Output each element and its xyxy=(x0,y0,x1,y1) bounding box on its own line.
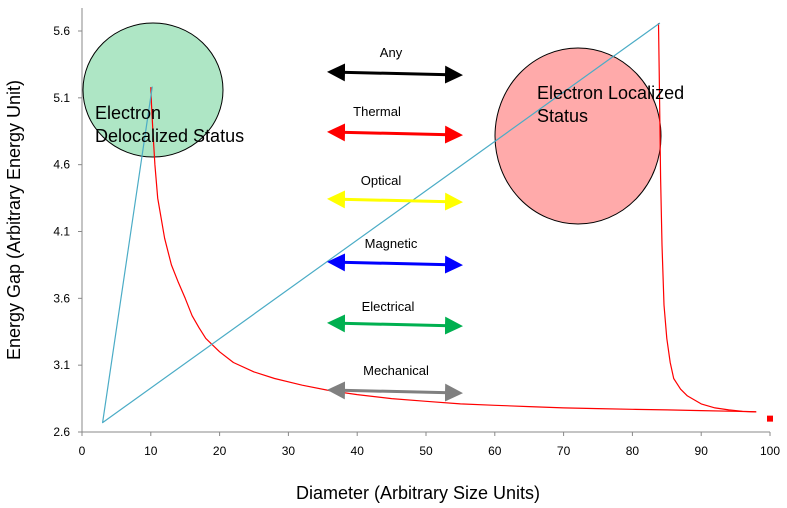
arrow-optical xyxy=(327,190,463,211)
arrow-label-any: Any xyxy=(380,45,403,60)
series-line-1 xyxy=(657,22,757,413)
series-line-0 xyxy=(150,87,757,413)
arrow-label-thermal: Thermal xyxy=(353,104,401,119)
x-tick-label: 100 xyxy=(760,444,780,458)
x-tick-label: 10 xyxy=(144,444,158,458)
circle-labels: Electron Delocalized Status Electron Loc… xyxy=(95,83,684,146)
x-tick-label: 40 xyxy=(351,444,365,458)
y-tick-label: 2.6 xyxy=(53,425,70,439)
y-tick-label: 3.1 xyxy=(53,358,70,372)
x-tick-label: 50 xyxy=(419,444,433,458)
y-axis-label: Energy Gap (Arbitrary Energy Unit) xyxy=(4,80,24,360)
series-line-2 xyxy=(101,22,661,424)
x-axis-label: Diameter (Arbitrary Size Units) xyxy=(296,483,540,503)
status-circles xyxy=(82,22,662,225)
delocalized-status-circle xyxy=(82,22,224,158)
arrow-electrical xyxy=(327,314,463,335)
arrow-label-optical: Optical xyxy=(361,173,402,188)
x-axis-ticks: 0 10 20 30 40 50 60 70 80 90 100 xyxy=(79,432,780,458)
localized-status-circle xyxy=(494,47,662,225)
delocalized-label-line-2: Delocalized Status xyxy=(95,126,244,146)
y-tick-label: 5.1 xyxy=(53,91,70,105)
y-tick-label: 5.6 xyxy=(53,24,70,38)
property-arrows: Any Thermal Optical Magnetic Electrical … xyxy=(327,45,463,402)
data-point-marker xyxy=(767,415,773,422)
x-tick-label: 90 xyxy=(695,444,709,458)
arrow-label-mechanical: Mechanical xyxy=(363,363,429,378)
delocalized-label-line-1: Electron xyxy=(95,103,161,123)
x-tick-label: 0 xyxy=(79,444,86,458)
y-axis-ticks: 2.6 3.1 3.6 4.1 4.6 5.1 5.6 xyxy=(53,24,82,439)
y-tick-label: 4.1 xyxy=(53,225,70,239)
arrow-mechanical xyxy=(327,381,463,402)
arrow-label-magnetic: Magnetic xyxy=(365,236,418,251)
arrow-thermal xyxy=(327,123,463,144)
y-tick-label: 4.6 xyxy=(53,158,70,172)
data-series xyxy=(101,22,773,424)
x-tick-label: 80 xyxy=(626,444,640,458)
y-tick-label: 3.6 xyxy=(53,291,70,305)
x-tick-label: 60 xyxy=(488,444,502,458)
x-tick-label: 30 xyxy=(282,444,296,458)
arrow-magnetic xyxy=(327,253,463,274)
arrow-label-electrical: Electrical xyxy=(362,299,415,314)
x-tick-label: 70 xyxy=(557,444,571,458)
arrow-any xyxy=(327,63,463,84)
localized-label-line-2: Status xyxy=(537,106,588,126)
localized-label-line-1: Electron Localized xyxy=(537,83,684,103)
x-tick-label: 20 xyxy=(213,444,227,458)
